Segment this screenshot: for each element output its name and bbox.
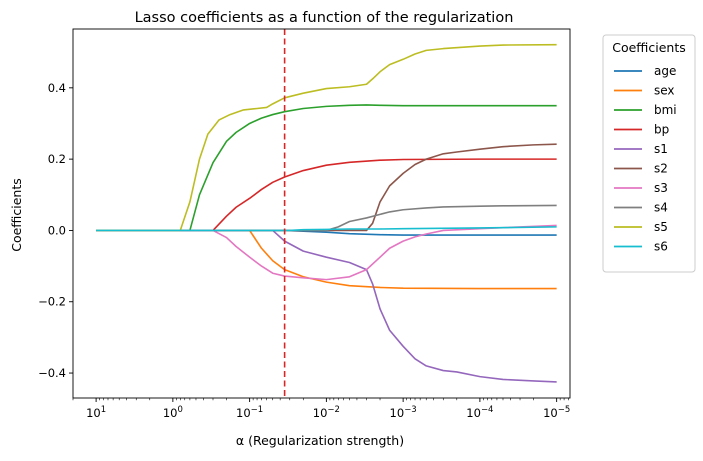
- x-tick-label: 100: [163, 405, 183, 420]
- series-line-s1: [96, 229, 557, 383]
- x-tick-label: 10−2: [313, 405, 340, 420]
- y-tick-label: 0.4: [48, 81, 66, 95]
- legend: Coefficients age sex bmi bp s1 s2 s3 s4 s5 s6: [602, 34, 696, 273]
- legend-label-s1: s1: [654, 142, 668, 156]
- legend-label-bmi: bmi: [654, 103, 677, 117]
- series-line-bmi: [96, 104, 557, 232]
- legend-label-s2: s2: [654, 162, 668, 176]
- x-tick-label: 10−5: [543, 405, 570, 420]
- legend-label-age: age: [654, 64, 676, 78]
- y-tick-label: 0.0: [48, 223, 66, 237]
- plot-frame: [72, 28, 571, 399]
- series-line-s5: [96, 43, 557, 232]
- y-tick-label: −0.2: [38, 295, 66, 309]
- axes: 101 100 10−1 10−2 10−3 10−4 10−5 0.4 0.2 0.0 −0.2 −…: [38, 28, 571, 420]
- series-lines: [96, 43, 557, 383]
- legend-label-sex: sex: [654, 84, 675, 98]
- x-tick-label: 10−1: [236, 405, 263, 420]
- chart-title: Lasso coefficients as a function of the …: [135, 10, 514, 26]
- x-tick-label: 10−3: [390, 405, 417, 420]
- legend-frame: [602, 34, 696, 273]
- series-line-bp: [96, 158, 557, 232]
- y-axis-label: Coefficients: [9, 178, 24, 252]
- y-tick-label: 0.2: [48, 152, 66, 166]
- y-tick-label: −0.4: [38, 366, 66, 380]
- legend-label-s4: s4: [654, 201, 668, 215]
- x-axis-label: α (Regularization strength): [236, 433, 404, 448]
- legend-label-s3: s3: [654, 181, 668, 195]
- series-line-s6: [96, 226, 557, 232]
- x-tick-label: 10−4: [466, 405, 493, 420]
- series-line-s3: [96, 224, 557, 281]
- series-line-s2: [96, 143, 557, 232]
- series-line-s4: [96, 204, 557, 232]
- legend-title: Coefficients: [612, 40, 686, 55]
- legend-label-s5: s5: [654, 220, 668, 234]
- legend-label-s6: s6: [654, 240, 668, 254]
- legend-label-bp: bp: [654, 123, 669, 137]
- x-tick-label: 101: [86, 405, 106, 420]
